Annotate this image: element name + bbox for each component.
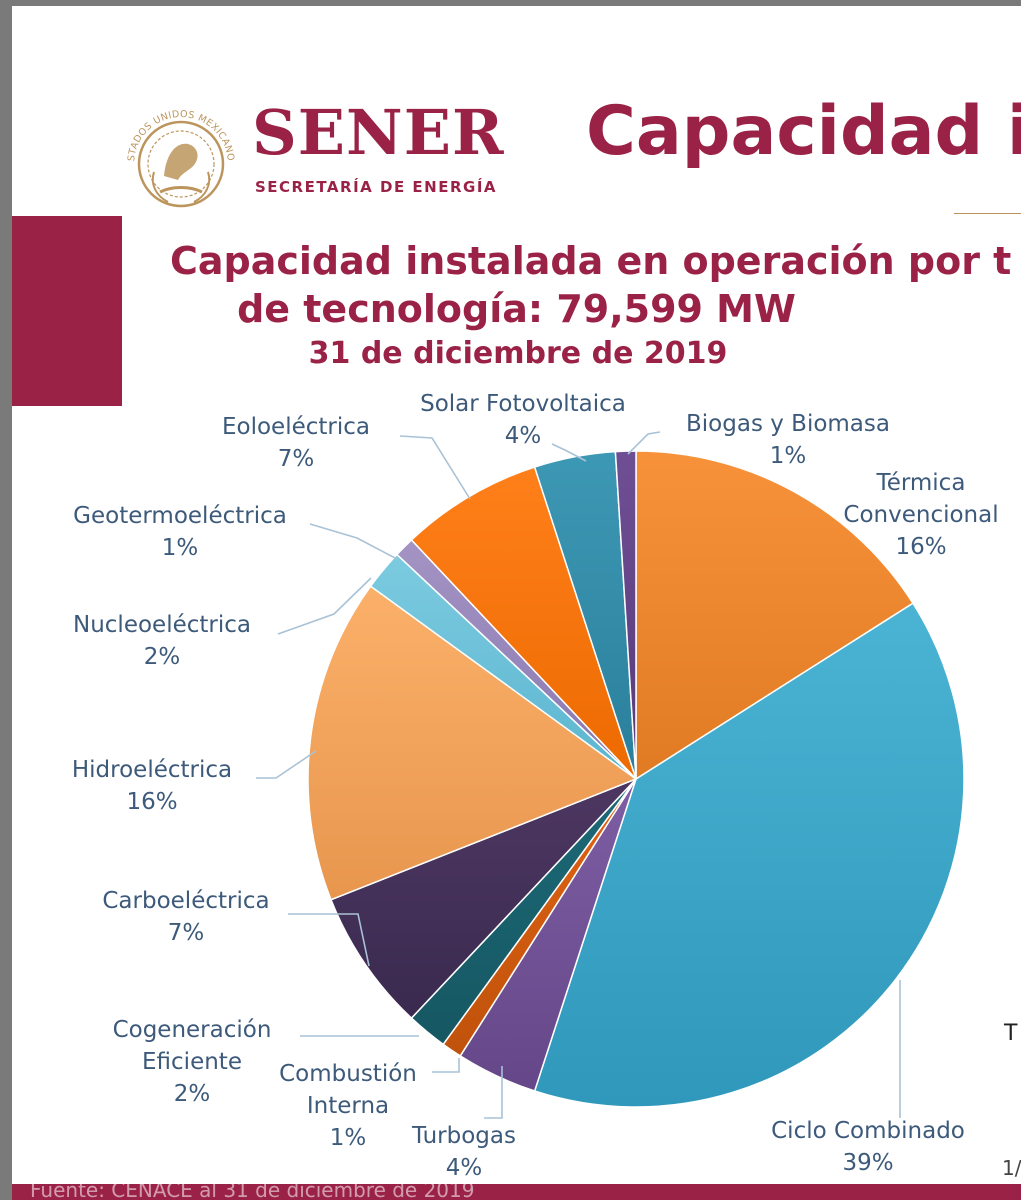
slice-label-termica-convencional: Térmica Convencional 16% [843,470,998,560]
chart-subtitle: 31 de diciembre de 2019 [308,336,728,371]
leader-line-hidroelectrica [256,750,317,779]
slice-label-biogas-y-biomasa: Biogas y Biomasa 1% [686,411,890,469]
pie-slice-biogas-y-biomasa [614,450,637,780]
slice-label-geotermoelectrica: Geotermoeléctrica 1% [73,503,287,561]
edge-mark: T [1004,1021,1018,1046]
chart-title-line-2: de tecnología: 79,599 MW [237,287,796,331]
leader-line-eoloelectrica [399,435,471,500]
footer-band: Fuente: CENACE al 31 de diciembre de 201… [12,1184,1021,1200]
slice-label-solar-fotovoltaica: Solar Fotovoltaica 4% [420,391,626,449]
leader-line-turbogas [484,1066,503,1119]
slice-label-carboelectrica: Carboeléctrica 7% [102,888,269,946]
leader-line-solar-fotovoltaica [551,443,587,462]
leader-lines [256,431,901,1119]
gold-rule [954,213,1021,214]
slice-label-hidroelectrica: Hidroeléctrica 16% [72,757,232,815]
sener-logo-text: SENER [252,96,505,169]
leader-line-nucleoelectrica [277,577,372,635]
footer-source: Fuente: CENACE al 31 de diciembre de 201… [30,1184,475,1200]
slice-label-ciclo-combinado: Ciclo Combinado 39% [771,1118,965,1176]
leader-line-combustion-interna [432,1058,460,1073]
slice-label-combustion-interna: Combustión Interna 1% [279,1061,417,1151]
pie-slice-termica-convencional [635,450,914,781]
pie-slices [307,450,965,1108]
pie-slice-hidroelectrica [307,585,638,901]
leader-line-biogas-y-biomasa [627,431,661,455]
slice-label-turbogas: Turbogas 4% [411,1123,516,1181]
sener-logo-subtitle: SECRETARÍA DE ENERGÍA [255,178,498,196]
page-heading: Capacidad i [586,92,1021,171]
leader-line-geotermoelectrica [309,523,398,560]
chart-title: Capacidad instalada en operación por t [170,239,1012,283]
pie-chart: Térmica Convencional 16% Ciclo Combinado 39%… [72,391,999,1181]
leader-line-carboelectrica [288,913,370,967]
pie-slice-ciclo-combinado [533,602,965,1108]
slice-label-cogeneracion-eficiente: Cogeneración Eficiente 2% [113,1017,272,1107]
slice-label-eoloelectrica: Eoloeléctrica 7% [222,414,370,472]
accent-block [12,216,122,406]
pie-slice-carboelectrica [330,778,637,1020]
pie-labels: Térmica Convencional 16% Ciclo Combinado 39%… [72,391,999,1181]
page-number: 1/ [1002,1156,1021,1180]
slice-label-nucleoelectrica: Nucleoeléctrica 2% [73,612,251,670]
